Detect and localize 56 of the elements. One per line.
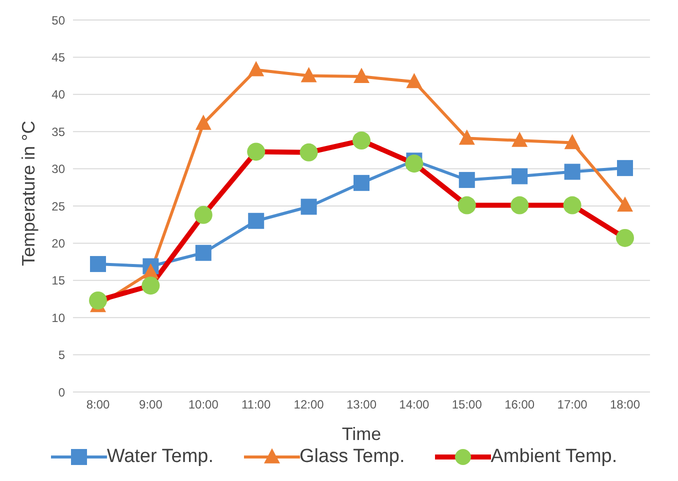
- x-tick-label: 16:00: [504, 398, 535, 412]
- y-tick-label: 45: [52, 50, 66, 64]
- x-axis-title: Time: [342, 424, 382, 444]
- point: [616, 228, 634, 247]
- point: [617, 160, 633, 176]
- point: [194, 206, 212, 224]
- point: [406, 72, 422, 88]
- x-tick-label: 9:00: [139, 398, 163, 412]
- y-tick-label: 30: [52, 162, 66, 176]
- x-tick-label: 8:00: [86, 398, 110, 412]
- point: [563, 196, 582, 214]
- y-tick-label: 25: [52, 199, 66, 214]
- point: [195, 244, 212, 261]
- x-tick-label: 17:00: [557, 398, 588, 412]
- y-tick-label: 15: [52, 274, 66, 288]
- point: [352, 132, 370, 150]
- point: [90, 256, 106, 272]
- point: [564, 164, 580, 180]
- point: [300, 143, 318, 162]
- x-tick-label: 14:00: [399, 398, 430, 412]
- x-tick-label: 10:00: [188, 398, 219, 412]
- y-tick-label: 35: [52, 124, 66, 139]
- point: [564, 134, 580, 150]
- x-tick-label: 11:00: [242, 398, 271, 412]
- point: [248, 61, 264, 76]
- x-tick-label: 13:00: [346, 398, 377, 412]
- y-tick-label: 50: [52, 13, 66, 28]
- point: [247, 142, 266, 161]
- legend-label: Glass Temp.: [300, 446, 405, 468]
- y-tick-label: 40: [52, 88, 66, 102]
- point: [510, 196, 529, 214]
- y-axis-title: Temperature in °C: [18, 120, 38, 266]
- point: [354, 174, 370, 191]
- point: [458, 172, 475, 188]
- x-tick-label: 12:00: [294, 398, 324, 412]
- point: [512, 132, 528, 147]
- x-tick-label: 15:00: [452, 398, 482, 412]
- x-tick-label: 18:00: [610, 398, 640, 412]
- point: [300, 198, 317, 215]
- point: [458, 196, 476, 214]
- point: [354, 68, 370, 83]
- legend-label: Water Temp.: [106, 446, 214, 468]
- point: [195, 114, 212, 130]
- point: [142, 276, 160, 295]
- point: [458, 129, 475, 145]
- point: [405, 154, 424, 173]
- point: [89, 291, 107, 310]
- point: [248, 212, 264, 229]
- point: [300, 67, 317, 82]
- legend-label: Ambient Temp.: [490, 446, 618, 468]
- y-tick-label: 20: [52, 236, 66, 250]
- point: [617, 196, 633, 212]
- y-tick-label: 5: [58, 348, 66, 362]
- y-tick-label: 10: [52, 310, 66, 325]
- point: [512, 168, 528, 184]
- y-tick-label: 0: [58, 385, 66, 400]
